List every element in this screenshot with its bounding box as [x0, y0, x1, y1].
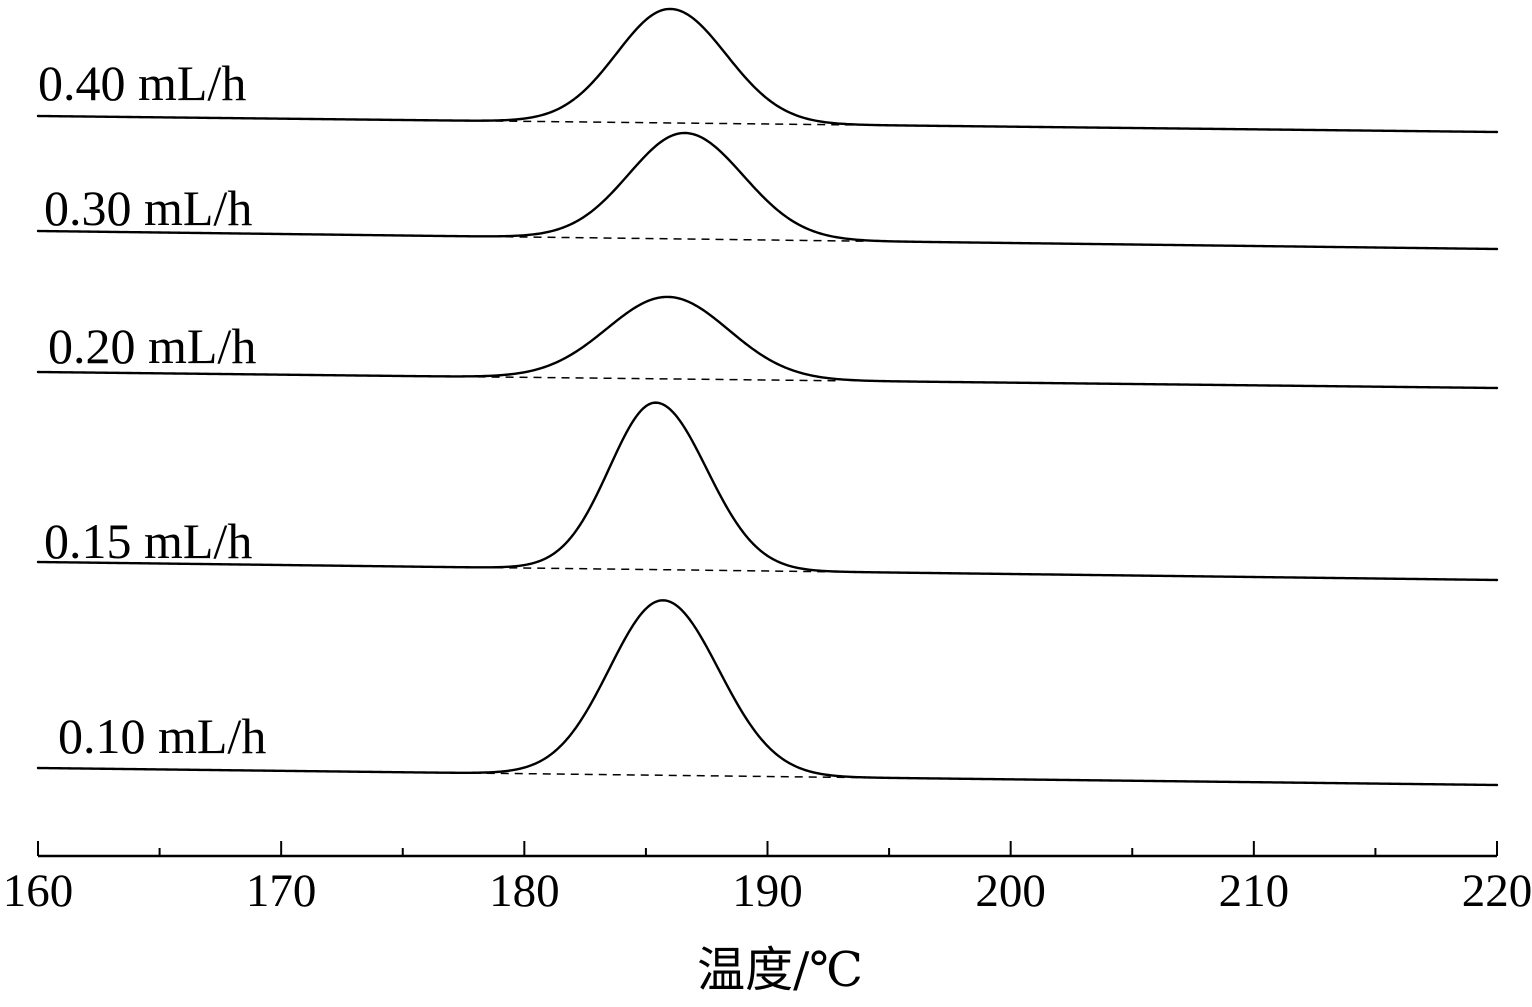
x-axis: 160 170 180 190 200 210 220 — [3, 841, 1532, 917]
x-tick-label: 200 — [975, 865, 1046, 917]
series-label: 0.30 mL/h — [44, 180, 252, 236]
series-baseline — [402, 771, 865, 779]
series-curve — [36, 7, 1499, 134]
series-baseline — [439, 566, 841, 573]
dsc-curves: 0.40 mL/h 0.30 mL/h 0.20 mL/h 0.15 mL/h 0.10… — [36, 7, 1499, 787]
series-curve — [36, 401, 1499, 582]
x-tick-label: 210 — [1219, 865, 1290, 917]
x-tick-label: 220 — [1462, 865, 1532, 917]
series-label: 0.10 mL/h — [58, 708, 266, 764]
series-label: 0.40 mL/h — [38, 55, 246, 111]
x-tick-label: 170 — [246, 865, 317, 917]
series-label: 0.20 mL/h — [48, 318, 256, 374]
series-baseline — [463, 375, 841, 382]
series-baseline — [439, 119, 853, 126]
x-tick-label: 180 — [489, 865, 560, 917]
series-curve — [36, 131, 1499, 251]
series-curve — [36, 599, 1499, 787]
x-tick-label: 190 — [732, 865, 803, 917]
x-axis-ticks: 160 170 180 190 200 210 220 — [3, 841, 1532, 917]
series-label: 0.15 mL/h — [44, 513, 252, 569]
x-axis-title: 温度/℃ — [697, 942, 863, 998]
series-baseline — [463, 235, 865, 242]
x-tick-label: 160 — [3, 865, 74, 917]
series-curve — [36, 295, 1499, 390]
